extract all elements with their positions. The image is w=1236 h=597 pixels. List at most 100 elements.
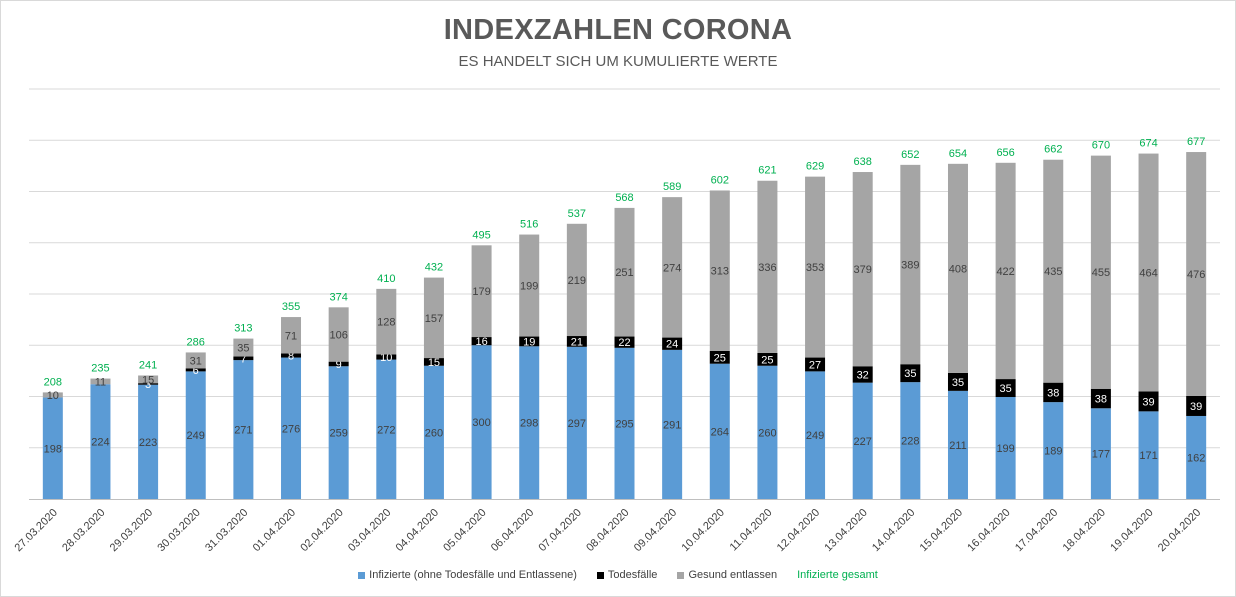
bar-segment-todesfaelle xyxy=(519,336,540,347)
data-label-todesfaelle: 25 xyxy=(714,352,726,364)
data-label-infizierte: 291 xyxy=(663,419,681,431)
bar-segment-infizierte xyxy=(709,363,730,499)
data-label-gesund: 71 xyxy=(285,330,297,342)
legend-item-gesund: Gesund entlassen xyxy=(677,569,777,581)
bar-segment-todesfaelle xyxy=(614,336,635,348)
data-label-infizierte: 227 xyxy=(854,436,872,448)
data-label-gesund: 476 xyxy=(1187,269,1205,281)
data-label-gesund: 10 xyxy=(47,390,59,402)
x-tick-label: 31.03.2020 xyxy=(203,507,250,554)
total-label: 355 xyxy=(282,301,300,313)
total-label: 621 xyxy=(758,165,776,177)
data-label-todesfaelle: 35 xyxy=(952,377,964,389)
bar-segment-gesund xyxy=(995,162,1016,380)
bar-segment-infizierte xyxy=(138,384,159,499)
legend-label-todesfaelle: Todesfälle xyxy=(607,569,658,581)
chart-legend: Infizierte (ohne Todesfälle und Entlasse… xyxy=(0,569,1236,581)
data-label-infizierte: 198 xyxy=(44,443,62,455)
data-label-infizierte: 298 xyxy=(520,418,538,430)
data-label-gesund: 353 xyxy=(806,262,824,274)
x-tick-label: 08.04.2020 xyxy=(584,507,631,554)
legend-label-gesund: Gesund entlassen xyxy=(688,569,778,581)
bar-segment-gesund xyxy=(805,176,826,358)
data-label-infizierte: 295 xyxy=(615,418,633,430)
legend-swatch-todesfaelle xyxy=(596,571,604,579)
bar-segment-todesfaelle xyxy=(1043,382,1064,403)
bar-segment-infizierte xyxy=(90,384,111,499)
total-label: 235 xyxy=(91,363,109,375)
data-label-todesfaelle: 27 xyxy=(809,359,821,371)
data-label-infizierte: 171 xyxy=(1139,450,1157,462)
data-label-gesund: 455 xyxy=(1092,267,1110,279)
x-tick-label: 14.04.2020 xyxy=(870,507,917,554)
legend-item-infizierte: Infizierte (ohne Todesfälle und Entlasse… xyxy=(358,569,577,581)
bar-segment-infizierte xyxy=(662,349,683,499)
total-label: 568 xyxy=(615,192,633,204)
data-label-gesund: 379 xyxy=(854,264,872,276)
bar-segment-gesund xyxy=(1090,155,1111,389)
legend-label-infizierte: Infizierte (ohne Todesfälle und Entlasse… xyxy=(369,569,577,581)
legend-swatch-infizierte xyxy=(358,571,366,579)
data-label-todesfaelle: 39 xyxy=(1190,401,1202,413)
data-label-infizierte: 223 xyxy=(139,437,157,449)
bar-segment-todesfaelle xyxy=(1090,388,1111,409)
bar-segment-infizierte xyxy=(757,365,778,499)
data-label-todesfaelle: 32 xyxy=(857,369,869,381)
bar-segment-gesund xyxy=(1186,152,1207,396)
x-tick-label: 19.04.2020 xyxy=(1108,507,1155,554)
total-label: 656 xyxy=(996,147,1014,159)
data-label-infizierte: 199 xyxy=(996,443,1014,455)
bar-segment-todesfaelle xyxy=(995,379,1016,398)
data-label-infizierte: 260 xyxy=(758,427,776,439)
data-label-gesund: 274 xyxy=(663,262,681,274)
total-label: 410 xyxy=(377,273,395,285)
data-label-infizierte: 264 xyxy=(711,426,729,438)
data-label-infizierte: 297 xyxy=(568,418,586,430)
bar-segment-gesund xyxy=(852,172,873,367)
legend-swatch-gesund xyxy=(677,571,685,579)
bar-segment-gesund xyxy=(138,375,159,384)
bar-segment-gesund xyxy=(900,164,921,365)
data-label-gesund: 219 xyxy=(568,275,586,287)
bar-segment-todesfaelle xyxy=(805,357,826,372)
bar-segment-todesfaelle xyxy=(757,352,778,366)
bar-segment-infizierte xyxy=(328,366,349,499)
bar-segment-gesund xyxy=(328,307,349,362)
bar-segment-infizierte xyxy=(42,397,63,499)
x-tick-label: 18.04.2020 xyxy=(1061,507,1108,554)
total-label: 652 xyxy=(901,149,919,161)
data-label-gesund: 15 xyxy=(142,374,154,386)
bar-segment-gesund xyxy=(281,317,302,354)
bar-segment-todesfaelle xyxy=(376,354,397,360)
total-label: 589 xyxy=(663,181,681,193)
x-tick-label: 10.04.2020 xyxy=(679,507,726,554)
data-label-todesfaelle: 16 xyxy=(475,336,487,348)
bar-segment-infizierte xyxy=(1090,408,1111,499)
data-label-infizierte: 189 xyxy=(1044,446,1062,458)
data-label-infizierte: 276 xyxy=(282,423,300,435)
total-label: 313 xyxy=(234,323,252,335)
chart-title: INDEXZAHLEN CORONA xyxy=(443,14,793,46)
total-label: 677 xyxy=(1187,136,1205,148)
data-label-infizierte: 271 xyxy=(234,425,252,437)
bar-segment-gesund xyxy=(90,378,111,385)
bar-segment-todesfaelle xyxy=(328,361,349,367)
bar-segment-gesund xyxy=(1043,159,1064,383)
data-label-todesfaelle: 38 xyxy=(1047,387,1059,399)
data-label-todesfaelle: 35 xyxy=(999,383,1011,395)
data-label-todesfaelle: 19 xyxy=(523,336,535,348)
x-tick-label: 06.04.2020 xyxy=(489,507,536,554)
x-tick-label: 01.04.2020 xyxy=(251,507,298,554)
bar-segment-gesund xyxy=(566,223,587,337)
data-label-infizierte: 259 xyxy=(329,428,347,440)
data-label-gesund: 464 xyxy=(1139,267,1157,279)
x-tick-label: 05.04.2020 xyxy=(441,507,488,554)
total-label: 602 xyxy=(711,174,729,186)
bar-segment-gesund xyxy=(614,207,635,337)
x-tick-label: 03.04.2020 xyxy=(346,507,393,554)
bar-segment-infizierte xyxy=(566,346,587,499)
data-label-todesfaelle: 8 xyxy=(288,351,294,363)
bar-segment-todesfaelle xyxy=(138,383,159,385)
bar-segment-gesund xyxy=(947,163,968,373)
